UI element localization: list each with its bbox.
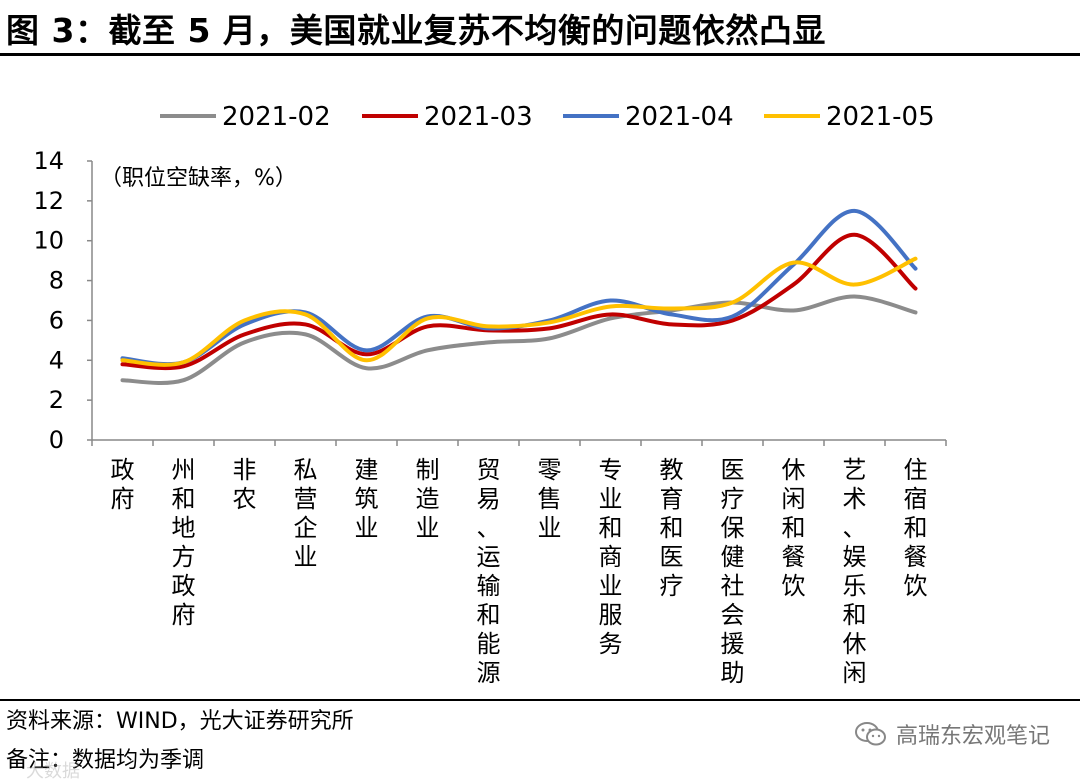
x-category-label: 政府 — [111, 456, 135, 513]
x-category-label: 州和地方政府 — [172, 456, 196, 629]
x-category-label: 专业和商业服务 — [599, 456, 623, 658]
wechat-watermark: 高瑞东宏观笔记 — [854, 718, 1050, 750]
remark-note: 备注：数据均为季调 — [6, 748, 205, 773]
y-tick-label: 2 — [49, 386, 64, 414]
line-chart: 2021-02 2021-03 2021-04 2021-05 （职位空缺率，%） 0 2 4… — [33, 102, 947, 687]
y-tick-label: 10 — [33, 227, 64, 255]
chart-title: 图 3：截至 5 月，美国就业复苏不均衡的问题依然凸显 — [6, 11, 826, 50]
y-tick-label: 12 — [33, 187, 64, 215]
x-category-label: 贸易、运输和能源 — [477, 456, 501, 687]
x-category-label: 制造业 — [416, 456, 440, 542]
x-category-label: 建筑业 — [355, 456, 379, 542]
series-line-2021-03 — [120, 232, 918, 371]
series-line-2021-02 — [120, 294, 918, 385]
y-tick-label: 8 — [49, 267, 64, 295]
faint-watermark: 大数据 — [26, 761, 80, 782]
legend-label-2021-03: 2021-03 — [424, 102, 533, 132]
y-unit-label: （职位空缺率，%） — [100, 166, 297, 191]
x-category-label: 零售业 — [538, 456, 562, 542]
series-line-2021-05 — [120, 256, 918, 367]
legend-label-2021-02: 2021-02 — [222, 102, 331, 132]
x-category-label: 医疗保健社会援助 — [721, 456, 745, 687]
legend-label-2021-04: 2021-04 — [625, 102, 734, 132]
y-tick-label: 14 — [33, 147, 64, 175]
x-category-label: 非农 — [233, 456, 257, 513]
y-tick-label: 4 — [49, 346, 64, 374]
wechat-icon — [854, 722, 886, 746]
x-category-label: 教育和医疗 — [660, 456, 684, 600]
footer-divider — [0, 699, 1080, 701]
watermark-text: 高瑞东宏观笔记 — [895, 724, 1050, 749]
y-tick-label: 0 — [49, 426, 64, 454]
x-category-label: 私营企业 — [294, 456, 318, 571]
x-category-label: 住宿和餐饮 — [904, 456, 928, 600]
x-category-label: 休闲和餐饮 — [782, 456, 806, 600]
title-divider — [0, 53, 1080, 56]
source-note: 资料来源：WIND，光大证券研究所 — [6, 709, 354, 734]
x-category-label: 艺术、娱乐和休闲 — [843, 456, 867, 687]
y-tick-label: 6 — [49, 306, 64, 334]
legend-label-2021-05: 2021-05 — [826, 102, 935, 132]
